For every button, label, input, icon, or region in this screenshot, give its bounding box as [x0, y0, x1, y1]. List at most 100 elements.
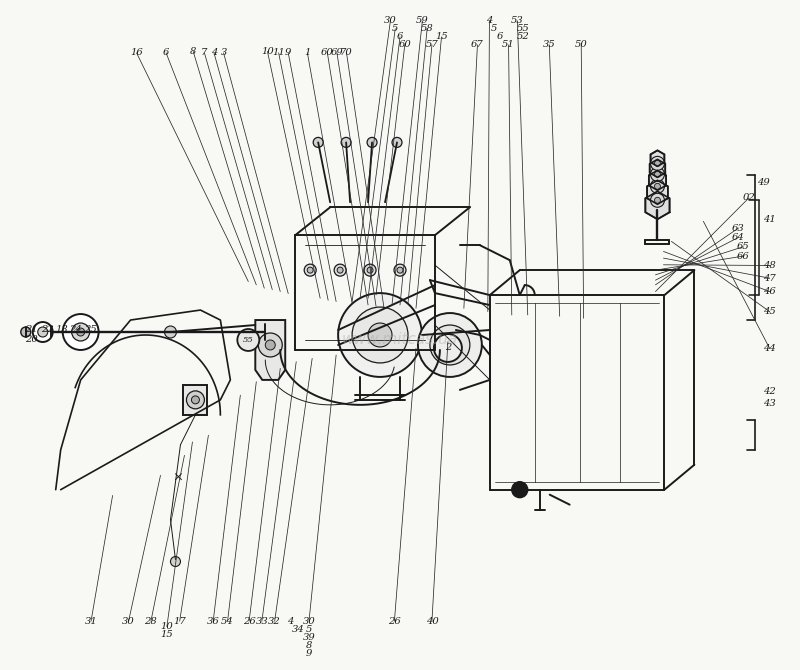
Circle shape — [397, 267, 403, 273]
Text: 5: 5 — [306, 624, 312, 634]
Text: 26: 26 — [242, 616, 255, 626]
Text: 02: 02 — [742, 194, 755, 202]
Circle shape — [72, 323, 90, 341]
Circle shape — [650, 193, 665, 207]
Text: 5: 5 — [392, 24, 398, 34]
Text: 30: 30 — [302, 616, 315, 626]
Text: 36: 36 — [207, 616, 219, 626]
Text: 31: 31 — [85, 616, 98, 626]
Circle shape — [338, 293, 422, 377]
Text: 6: 6 — [163, 48, 170, 58]
Text: 40: 40 — [426, 616, 438, 626]
Text: 11: 11 — [272, 48, 285, 58]
Circle shape — [186, 391, 205, 409]
Text: 67: 67 — [471, 40, 484, 50]
Circle shape — [307, 267, 313, 273]
Text: 28: 28 — [145, 616, 158, 626]
Text: 15: 15 — [161, 630, 174, 639]
Circle shape — [392, 137, 402, 147]
Polygon shape — [647, 180, 668, 204]
Polygon shape — [650, 150, 664, 166]
Text: 54: 54 — [221, 616, 234, 626]
Circle shape — [434, 334, 462, 362]
Text: 16: 16 — [130, 48, 143, 58]
Circle shape — [418, 313, 482, 377]
Text: 39: 39 — [302, 632, 315, 642]
Circle shape — [21, 327, 30, 337]
Text: 35: 35 — [543, 40, 556, 50]
Text: 2: 2 — [445, 344, 451, 352]
Circle shape — [352, 307, 408, 363]
Circle shape — [266, 340, 275, 350]
Text: 60: 60 — [398, 40, 411, 50]
Text: 53: 53 — [511, 16, 524, 25]
Text: www.mitcas.ua: www.mitcas.ua — [342, 332, 458, 348]
Circle shape — [238, 329, 259, 351]
Circle shape — [367, 267, 373, 273]
Circle shape — [654, 160, 661, 166]
Text: 42: 42 — [763, 387, 776, 397]
Polygon shape — [646, 192, 670, 219]
Text: 49: 49 — [757, 178, 770, 187]
Text: 52: 52 — [517, 32, 530, 42]
Polygon shape — [649, 170, 666, 190]
Text: 3: 3 — [220, 48, 226, 58]
Text: 30: 30 — [384, 16, 397, 25]
Text: 10: 10 — [261, 47, 274, 56]
Text: 48: 48 — [763, 261, 776, 270]
Circle shape — [654, 197, 661, 203]
Polygon shape — [255, 320, 286, 380]
Text: 34: 34 — [292, 624, 305, 634]
Text: 1: 1 — [304, 48, 310, 58]
Circle shape — [62, 314, 98, 350]
Text: 57: 57 — [426, 40, 438, 50]
Text: 60: 60 — [321, 48, 334, 58]
Text: 63: 63 — [732, 224, 745, 232]
Polygon shape — [650, 159, 666, 178]
Circle shape — [313, 137, 323, 147]
Text: 9: 9 — [285, 48, 291, 58]
Circle shape — [334, 264, 346, 276]
Text: 26: 26 — [388, 616, 401, 626]
Text: 59: 59 — [416, 16, 429, 25]
Text: 25: 25 — [84, 325, 97, 334]
Text: 22: 22 — [41, 325, 54, 334]
Text: 64: 64 — [732, 233, 745, 242]
Circle shape — [394, 264, 406, 276]
Text: 4: 4 — [286, 616, 293, 626]
Circle shape — [258, 333, 282, 357]
Text: 58: 58 — [421, 24, 434, 34]
Text: 69: 69 — [330, 48, 343, 58]
Text: 51: 51 — [502, 40, 515, 50]
Text: 50: 50 — [575, 40, 587, 50]
Circle shape — [654, 172, 661, 178]
Text: 46: 46 — [763, 287, 776, 296]
Text: 43: 43 — [763, 399, 776, 408]
Text: 33: 33 — [255, 616, 268, 626]
Text: 41: 41 — [763, 216, 776, 224]
Circle shape — [650, 168, 665, 182]
Polygon shape — [183, 385, 207, 415]
Text: 8: 8 — [306, 641, 312, 650]
Text: 32: 32 — [268, 616, 281, 626]
Text: 13: 13 — [55, 325, 68, 334]
Text: 65: 65 — [737, 243, 750, 251]
Text: 24: 24 — [70, 325, 82, 334]
Circle shape — [304, 264, 316, 276]
Text: 70: 70 — [340, 48, 353, 58]
Text: 47: 47 — [763, 273, 776, 283]
Text: 10: 10 — [161, 622, 174, 631]
Circle shape — [442, 337, 458, 353]
Circle shape — [77, 328, 85, 336]
Text: 9: 9 — [306, 649, 312, 658]
Circle shape — [191, 396, 199, 404]
Circle shape — [170, 557, 181, 567]
Circle shape — [430, 325, 470, 365]
Text: 6: 6 — [397, 32, 403, 42]
Text: 44: 44 — [763, 344, 776, 353]
Text: 30: 30 — [122, 616, 135, 626]
Circle shape — [368, 323, 392, 347]
Text: 5: 5 — [491, 24, 498, 34]
Text: 21: 21 — [25, 325, 38, 334]
Text: 55: 55 — [243, 336, 254, 344]
